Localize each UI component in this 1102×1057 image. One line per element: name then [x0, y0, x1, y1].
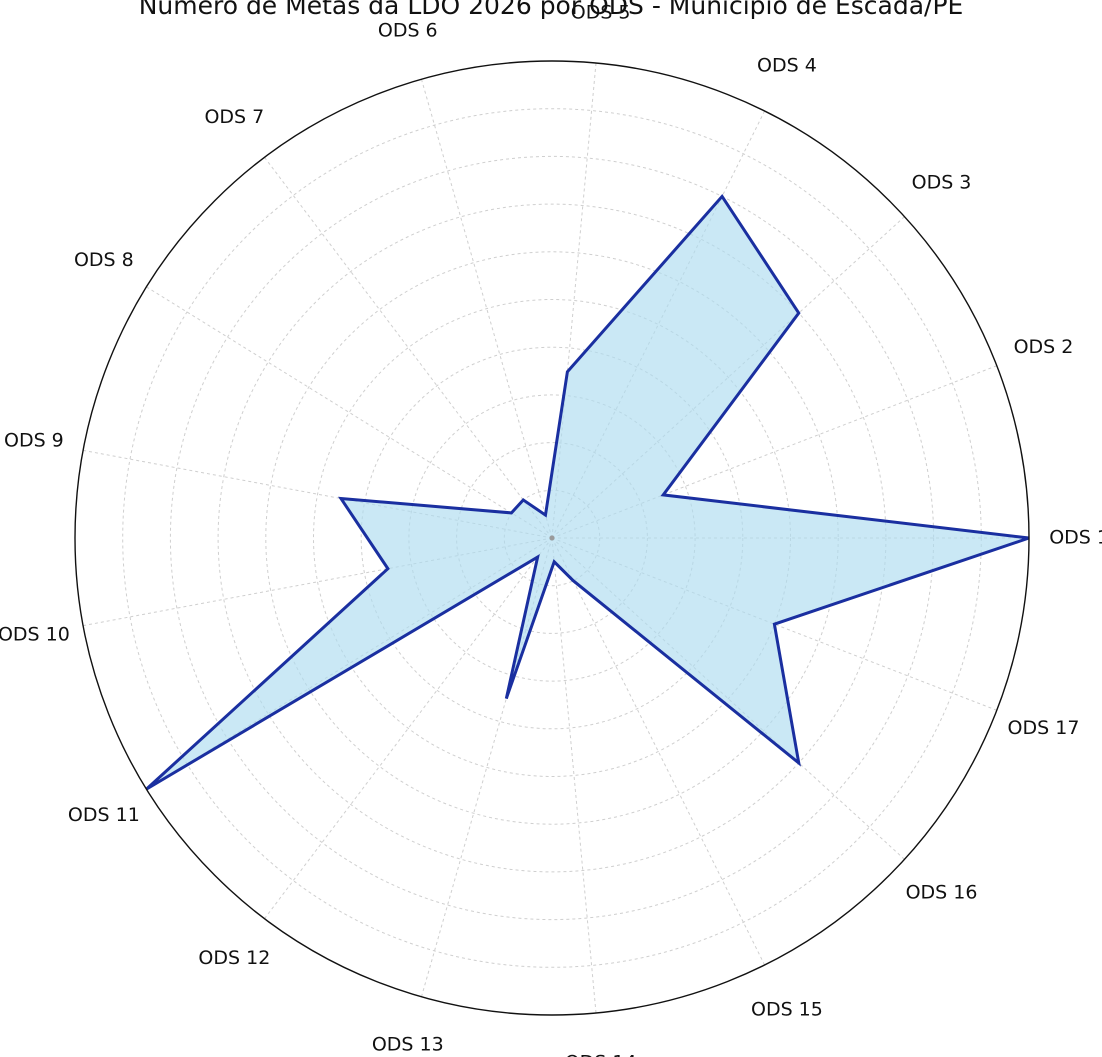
chart-title: Número de Metas da LDO 2026 por ODS - Mu… — [139, 0, 964, 20]
axis-label: ODS 2 — [1014, 336, 1074, 358]
radar-series — [74, 60, 1030, 1016]
axis-label: ODS 7 — [204, 106, 264, 128]
axis-label: ODS 10 — [0, 623, 70, 645]
grid-spoke — [146, 286, 553, 539]
grid-spoke — [264, 537, 553, 919]
axis-label: ODS 5 — [571, 2, 631, 24]
axis-label: ODS 14 — [565, 1051, 637, 1057]
grid-spoke — [420, 79, 553, 539]
axis-label: ODS 15 — [751, 998, 823, 1020]
axis-label: ODS 8 — [74, 249, 134, 271]
axis-label: ODS 6 — [378, 20, 438, 42]
axis-label: ODS 16 — [906, 882, 978, 904]
axis-label: ODS 12 — [198, 947, 270, 969]
axis-label: ODS 3 — [912, 171, 972, 193]
series-area — [146, 196, 1029, 790]
axis-label: ODS 1 — [1049, 527, 1102, 549]
center-point — [549, 535, 555, 541]
grid-spoke — [551, 537, 766, 966]
axis-label: ODS 11 — [68, 804, 140, 826]
axis-label: ODS 17 — [1008, 717, 1080, 739]
axis-label: ODS 13 — [372, 1033, 444, 1055]
axis-label: ODS 9 — [4, 430, 64, 452]
series-line — [145, 193, 1030, 791]
grid-spoke — [551, 537, 597, 1014]
outer-ring — [74, 60, 1030, 1016]
axis-label: ODS 4 — [757, 55, 817, 77]
grid-spoke — [264, 157, 553, 539]
